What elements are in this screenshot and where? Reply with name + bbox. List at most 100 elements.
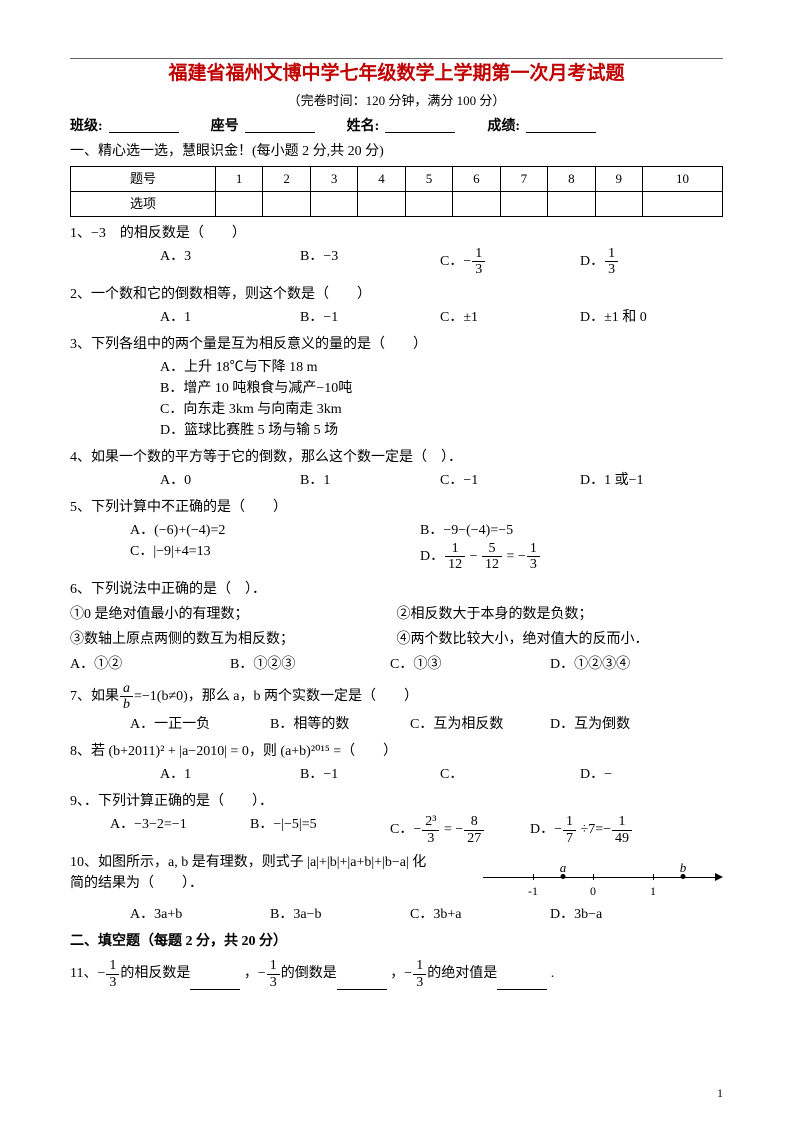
question-3: 3、下列各组中的两个量是互为相反意义的量的是（ ） A．上升 18℃与下降 18… (70, 334, 723, 441)
th: 5 (405, 167, 452, 192)
ans-cell[interactable] (405, 192, 452, 217)
q5-opt-b: B．−9−(−4)=−5 (420, 520, 710, 541)
q6-stem: 6、下列说法中正确的是（ ）． (70, 579, 723, 600)
q7-stem: 7、如果ab=−1(b≠0)，那么 a，b 两个实数一定是（ ） (70, 681, 723, 713)
q7-opt-c: C．互为相反数 (410, 714, 550, 735)
section-2-heading: 二、填空题（每题 2 分，共 20 分） (70, 931, 723, 952)
q2-opt-b: B．−1 (300, 307, 440, 328)
row-label: 选项 (71, 192, 216, 217)
ans-cell[interactable] (548, 192, 595, 217)
q3-opt-b: B．增产 10 吨粮食与减产−10吨 (160, 378, 450, 399)
subtitle: （完卷时间：120 分钟，满分 100 分） (70, 91, 723, 111)
question-6: 6、下列说法中正确的是（ ）． ①0 是绝对值最小的有理数； ②相反数大于本身的… (70, 579, 723, 675)
q9-opt-b: B．−|−5|=5 (250, 814, 390, 846)
question-2: 2、一个数和它的倒数相等，则这个数是（ ） A．1 B．−1 C．±1 D．±1… (70, 284, 723, 328)
ans-cell[interactable] (358, 192, 405, 217)
q10-opt-a: A．3a+b (130, 904, 270, 925)
q7-opt-b: B．相等的数 (270, 714, 410, 735)
q6-s4: ④两个数比较大小，绝对值大的反而小． (397, 629, 724, 650)
q3-opt-c: C．向东走 3km 与向南走 3km (160, 399, 450, 420)
q6-s1: ①0 是绝对值最小的有理数； (70, 604, 397, 625)
q4-opt-a: A．0 (160, 470, 300, 491)
q1-opt-c: C．−13 (440, 246, 580, 278)
q8-opt-a: A．1 (160, 764, 300, 785)
blank[interactable] (337, 973, 387, 990)
q1-opt-a: A．3 (160, 246, 300, 278)
q9-opt-a: A．−3−2=−1 (110, 814, 250, 846)
blank[interactable] (190, 973, 240, 990)
q5-stem: 5、下列计算中不正确的是（ ） (70, 497, 723, 518)
q2-opt-c: C．±1 (440, 307, 580, 328)
question-8: 8、若 (b+2011)² + |a−2010| = 0，则 (a+b)²⁰¹⁵… (70, 741, 723, 785)
question-1: 1、−3 的相反数是（ ） A．3 B．−3 C．−13 D．13 (70, 223, 723, 278)
q2-opt-a: A．1 (160, 307, 300, 328)
th: 9 (595, 167, 642, 192)
q8-opt-b: B．−1 (300, 764, 440, 785)
q10-stem2: 简的结果为（ ）． (70, 873, 483, 894)
q10-opt-b: B．3a−b (270, 904, 410, 925)
q4-opt-c: C．−1 (440, 470, 580, 491)
q8-stem: 8、若 (b+2011)² + |a−2010| = 0，则 (a+b)²⁰¹⁵… (70, 741, 723, 762)
answer-table: 题号 1 2 3 4 5 6 7 8 9 10 选项 (70, 166, 723, 217)
q6-s3: ③数轴上原点两侧的数互为相反数； (70, 629, 397, 650)
th: 3 (310, 167, 357, 192)
q3-opt-d: D．篮球比赛胜 5 场与输 5 场 (160, 420, 450, 441)
label-score: 成绩: (487, 116, 520, 137)
q6-opt-d: D．①②③④ (550, 654, 710, 675)
q4-opt-b: B．1 (300, 470, 440, 491)
q7-opt-a: A．一正一负 (130, 714, 270, 735)
q9-opt-c: C．−2³3 = −827 (390, 814, 530, 846)
blank-seat[interactable] (245, 116, 315, 133)
th: 1 (215, 167, 262, 192)
question-11: 11、−13的相反数是 ，−13的倒数是 ，−13的绝对值是 . (70, 958, 723, 990)
label-seat: 座号 (211, 116, 239, 137)
q4-stem: 4、如果一个数的平方等于它的倒数，那么这个数一定是（ ）． (70, 447, 723, 468)
q9-opt-d: D．−17 ÷7=−149 (530, 814, 670, 846)
blank-score[interactable] (526, 116, 596, 133)
q8-opt-d: D．− (580, 764, 720, 785)
q5-opt-c: C．|−9|+4=13 (130, 541, 420, 573)
th: 2 (263, 167, 310, 192)
ans-cell[interactable] (643, 192, 723, 217)
q9-stem: 9、．下列计算正确的是（ ）． (70, 791, 723, 812)
ans-cell[interactable] (595, 192, 642, 217)
q3-opt-a: A．上升 18℃与下降 18 m (160, 357, 450, 378)
q5-opt-a: A．(−6)+(−4)=2 (130, 520, 420, 541)
form-line: 班级: 座号 姓名: 成绩: (70, 116, 723, 137)
blank-name[interactable] (385, 116, 455, 133)
th: 7 (500, 167, 547, 192)
ans-cell[interactable] (500, 192, 547, 217)
q1-opt-d: D．13 (580, 246, 720, 278)
q2-opt-d: D．±1 和 0 (580, 307, 720, 328)
question-5: 5、下列计算中不正确的是（ ） A．(−6)+(−4)=2 B．−9−(−4)=… (70, 497, 723, 573)
q7-opt-d: D．互为倒数 (550, 714, 690, 735)
blank-class[interactable] (109, 116, 179, 133)
q1-opt-b: B．−3 (300, 246, 440, 278)
q8-opt-c: C． (440, 764, 580, 785)
q10-stem: 10、如图所示，a, b 是有理数，则式子 |a|+|b|+|a+b|+|b−a… (70, 852, 483, 873)
ans-cell[interactable] (263, 192, 310, 217)
th: 题号 (71, 167, 216, 192)
page-number: 1 (717, 1084, 723, 1102)
label-class: 班级: (70, 116, 103, 137)
question-9: 9、．下列计算正确的是（ ）． A．−3−2=−1 B．−|−5|=5 C．−2… (70, 791, 723, 846)
section-1-heading: 一、精心选一选，慧眼识金！(每小题 2 分,共 20 分) (70, 141, 723, 162)
th: 6 (453, 167, 500, 192)
ans-cell[interactable] (215, 192, 262, 217)
question-10: 10、如图所示，a, b 是有理数，则式子 |a|+|b|+|a+b|+|b−a… (70, 852, 723, 925)
q6-opt-b: B．①②③ (230, 654, 390, 675)
q1-stem: 1、−3 的相反数是（ ） (70, 223, 723, 244)
q10-opt-c: C．3b+a (410, 904, 550, 925)
q2-stem: 2、一个数和它的倒数相等，则这个数是（ ） (70, 284, 723, 305)
th: 8 (548, 167, 595, 192)
ans-cell[interactable] (453, 192, 500, 217)
q6-opt-a: A．①② (70, 654, 230, 675)
q5-opt-d: D．112 − 512 = −13 (420, 541, 710, 573)
blank[interactable] (497, 973, 547, 990)
q6-s2: ②相反数大于本身的数是负数； (397, 604, 724, 625)
ans-cell[interactable] (310, 192, 357, 217)
label-name: 姓名: (347, 116, 380, 137)
page-title: 福建省福州文博中学七年级数学上学期第一次月考试题 (70, 60, 723, 89)
q6-opt-c: C．①③ (390, 654, 550, 675)
q4-opt-d: D．1 或−1 (580, 470, 720, 491)
